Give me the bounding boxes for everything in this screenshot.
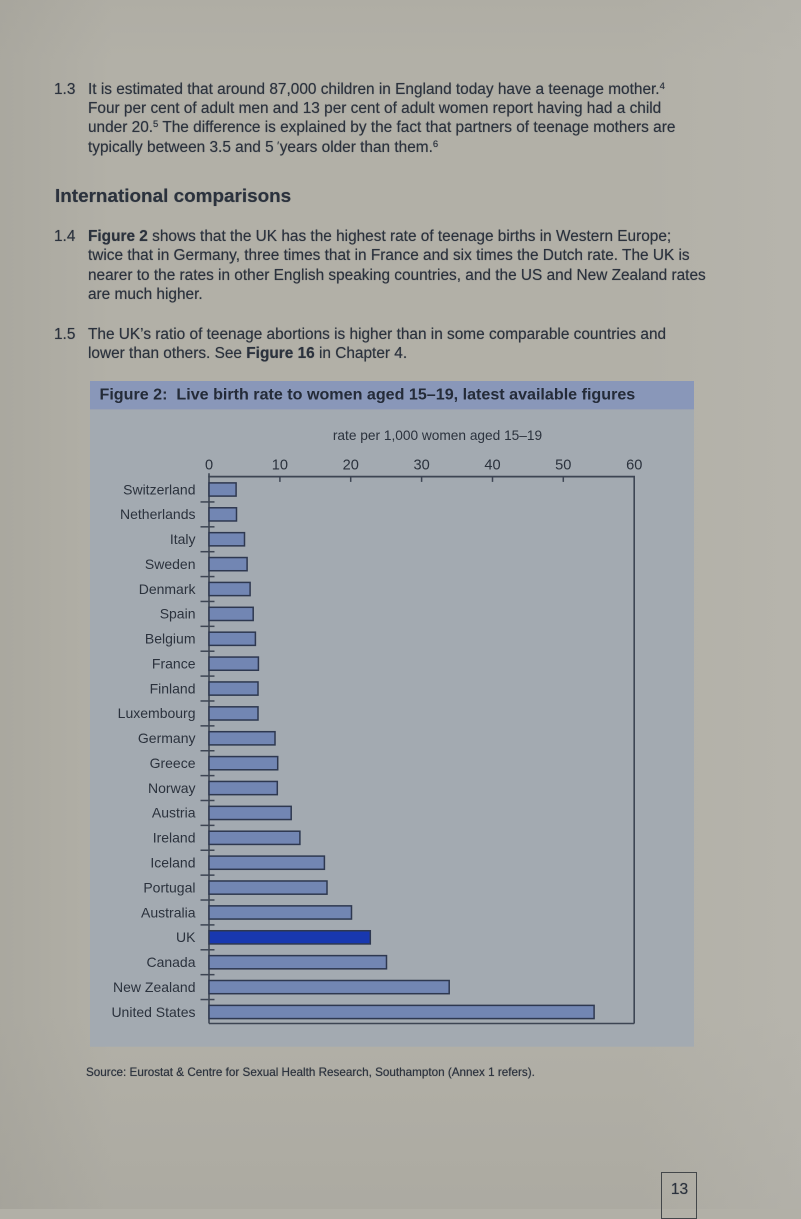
svg-text:Austria: Austria (151, 804, 195, 820)
svg-text:United States: United States (111, 1003, 195, 1019)
svg-text:UK: UK (176, 929, 196, 945)
svg-text:France: France (151, 655, 195, 671)
svg-text:60: 60 (626, 457, 642, 473)
svg-text:Sweden: Sweden (144, 555, 195, 571)
svg-text:30: 30 (413, 457, 429, 473)
svg-text:Switzerland: Switzerland (123, 481, 195, 497)
svg-text:40: 40 (484, 457, 500, 473)
svg-text:Greece: Greece (149, 754, 195, 770)
svg-text:rate per 1,000 women aged 15–1: rate per 1,000 women aged 15–19 (332, 428, 541, 443)
svg-text:Spain: Spain (159, 605, 195, 621)
svg-text:Ireland: Ireland (152, 829, 195, 845)
svg-text:50: 50 (555, 457, 571, 473)
svg-text:Canada: Canada (146, 954, 195, 970)
svg-text:20: 20 (342, 457, 358, 473)
svg-text:New Zealand: New Zealand (113, 978, 196, 994)
svg-text:Portugal: Portugal (143, 879, 195, 895)
svg-text:10: 10 (271, 457, 287, 473)
svg-text:Belgium: Belgium (144, 630, 195, 646)
svg-text:Australia: Australia (141, 904, 196, 920)
svg-text:Germany: Germany (137, 730, 195, 746)
svg-text:Finland: Finland (149, 680, 195, 696)
svg-text:Italy: Italy (169, 531, 195, 547)
svg-text:Iceland: Iceland (150, 854, 195, 870)
svg-text:0: 0 (204, 457, 212, 473)
svg-text:Netherlands: Netherlands (120, 506, 196, 522)
svg-text:Denmark: Denmark (138, 580, 196, 596)
svg-text:Norway: Norway (148, 779, 195, 795)
svg-text:Luxembourg: Luxembourg (117, 705, 195, 721)
svg-text:Figure 2: Live birth rate to: Figure 2: Live birth rate to women aged … (99, 385, 635, 403)
